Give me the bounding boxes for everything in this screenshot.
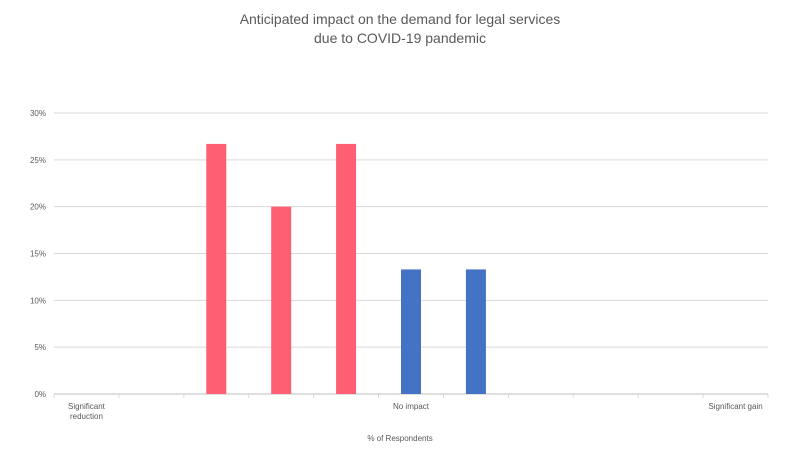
x-tick-marks [53, 394, 769, 398]
chart-title-line-1: Anticipated impact on the demand for leg… [239, 11, 561, 27]
y-tick-label: 15% [30, 250, 46, 259]
y-tick-label: 0% [34, 390, 46, 399]
y-tick-label: 10% [30, 296, 46, 305]
x-category-label: Significant reduction [68, 402, 106, 421]
x-category-label: No impact [393, 402, 430, 411]
x-category-labels: Significant reduction No impact Significant… [68, 402, 763, 421]
gridlines [54, 112, 768, 395]
bar [336, 143, 357, 394]
y-tick-label: 5% [34, 343, 46, 352]
x-axis-title: % of Respondents [367, 434, 433, 443]
bar [271, 206, 292, 394]
x-category-label: Significant gain [708, 402, 762, 411]
y-tick-labels: 0% 5% 10% 15% 20% 25% 30% [30, 109, 46, 399]
bar [401, 269, 421, 394]
chart-title-line-2: due to COVID-19 pandemic [314, 30, 486, 46]
y-tick-label: 25% [30, 156, 46, 165]
y-tick-label: 20% [30, 203, 46, 212]
bar [206, 143, 227, 394]
y-tick-label: 30% [30, 109, 46, 118]
bar [465, 269, 486, 394]
chart-title: Anticipated impact on the demand for leg… [0, 10, 800, 48]
bars [206, 143, 486, 394]
